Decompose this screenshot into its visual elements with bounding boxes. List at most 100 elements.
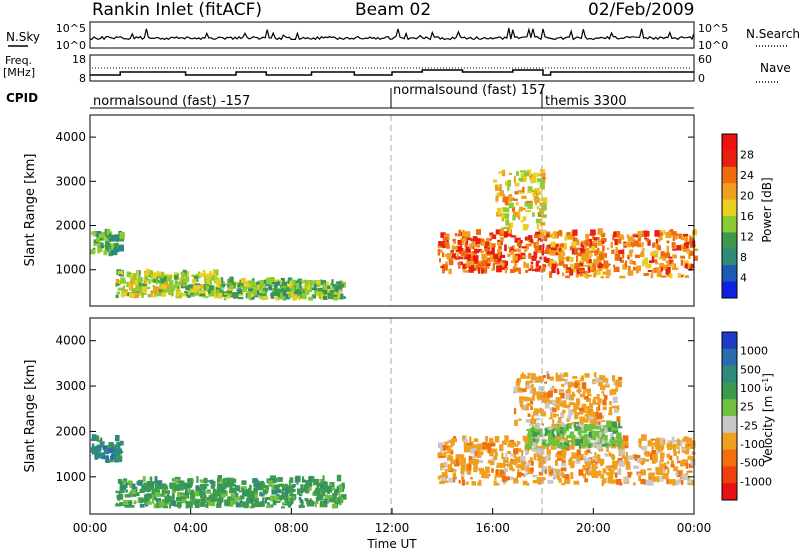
data-cell: [665, 231, 672, 239]
data-cell: [521, 174, 527, 179]
data-cell: [296, 289, 302, 295]
data-cell: [652, 242, 656, 248]
y-tick-label: 1000: [55, 263, 86, 277]
data-cell: [269, 277, 275, 284]
data-cell: [579, 247, 585, 255]
data-cell: [212, 480, 216, 487]
data-cell: [607, 427, 613, 432]
data-cell: [643, 451, 649, 456]
data-cell: [499, 444, 504, 452]
data-cell: [499, 184, 502, 190]
data-cell: [104, 241, 110, 247]
data-cell: [583, 467, 589, 471]
y-tick-label: 4000: [55, 334, 86, 348]
data-cell: [268, 480, 273, 487]
data-cell: [91, 231, 97, 235]
data-cell: [549, 265, 552, 269]
data-cell: [561, 434, 565, 440]
data-cell: [473, 438, 478, 442]
data-cell: [273, 283, 278, 291]
data-cell: [563, 437, 569, 444]
data-cell: [100, 242, 103, 246]
data-cell: [441, 472, 448, 478]
data-cell: [538, 375, 542, 382]
data-cell: [562, 252, 566, 256]
data-cell: [648, 260, 654, 264]
data-cell: [157, 292, 162, 297]
data-cell: [603, 425, 609, 428]
data-cell: [251, 493, 258, 501]
data-cell: [501, 169, 506, 177]
data-cell: [110, 243, 115, 246]
data-cell: [512, 245, 515, 249]
data-cell: [137, 282, 142, 288]
data-cell: [177, 491, 182, 499]
data-cell: [548, 439, 555, 446]
data-cell: [620, 446, 625, 452]
data-cell: [529, 443, 532, 450]
data-cell: [536, 395, 543, 400]
data-cell: [551, 385, 555, 388]
data-cell: [288, 293, 292, 298]
data-cell: [286, 487, 292, 492]
data-cell: [595, 461, 598, 465]
data-cell: [532, 392, 538, 396]
data-cell: [537, 237, 541, 241]
data-cell: [585, 470, 591, 475]
data-cell: [682, 246, 686, 250]
data-cell: [203, 295, 209, 299]
data-cell: [193, 491, 200, 497]
data-cell: [256, 292, 260, 296]
data-cell: [212, 274, 216, 277]
data-cell: [542, 263, 545, 270]
data-cell: [327, 289, 331, 293]
data-cell: [500, 462, 506, 468]
data-cell: [527, 429, 532, 432]
data-cell: [596, 255, 600, 258]
data-cell: [689, 237, 695, 242]
data-cell: [566, 418, 570, 422]
data-cell: [266, 277, 272, 285]
data-cell: [147, 487, 150, 493]
data-cell: [93, 242, 97, 247]
data-cell: [485, 466, 490, 474]
data-cell: [334, 488, 338, 494]
power-data-cells: [90, 169, 699, 301]
data-cell: [130, 505, 135, 508]
data-cell: [169, 499, 173, 502]
x-axis-ticks: 00:00 04:00 08:00 12:00 16:00 20:00 00:00: [73, 508, 711, 535]
cpid-segment-2: normalsound (fast) 157: [393, 83, 546, 98]
data-cell: [530, 405, 533, 410]
data-cell: [133, 292, 140, 298]
data-cell: [270, 287, 275, 291]
data-cell: [176, 291, 180, 297]
data-cell: [600, 444, 606, 447]
data-cell: [635, 244, 642, 247]
data-cell: [148, 489, 152, 492]
x-tick-label: 08:00: [274, 521, 309, 535]
data-cell: [252, 285, 258, 289]
data-cell: [642, 259, 645, 267]
data-cell: [273, 485, 280, 493]
data-cell: [114, 448, 121, 456]
data-cell: [329, 482, 335, 488]
data-cell: [199, 488, 203, 493]
data-cell: [577, 252, 582, 257]
data-cell: [587, 266, 590, 273]
data-cell: [247, 495, 253, 502]
data-cell: [521, 472, 524, 476]
data-cell: [561, 426, 567, 433]
data-cell: [666, 240, 670, 244]
data-cell: [547, 434, 551, 441]
data-cell: [621, 454, 626, 459]
data-cell: [647, 239, 651, 246]
data-cell: [520, 464, 526, 471]
data-cell: [580, 443, 583, 446]
data-cell: [496, 254, 502, 257]
data-cell: [497, 249, 502, 254]
data-cell: [238, 296, 244, 300]
data-cell: [129, 293, 135, 298]
data-cell: [111, 234, 117, 241]
data-cell: [555, 374, 562, 382]
colorbar-cell: [722, 281, 737, 299]
